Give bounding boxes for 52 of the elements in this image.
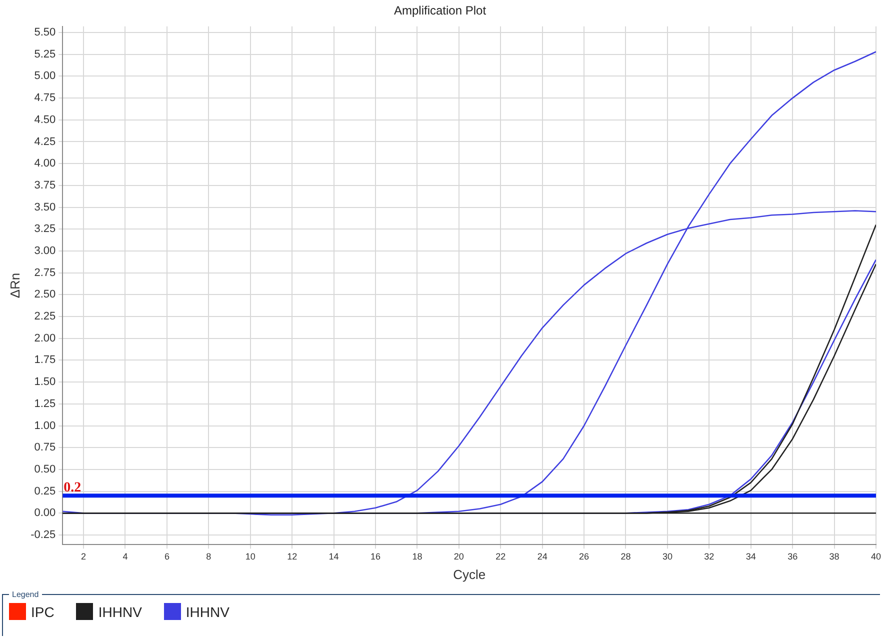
y-tick-label: 0.00	[34, 507, 56, 520]
y-tick-label: 1.25	[34, 398, 56, 410]
y-axis-title: ΔRn	[7, 272, 22, 298]
x-tick-label: 16	[370, 551, 380, 562]
x-tick-label: 26	[579, 551, 590, 562]
y-tick-label: 5.25	[34, 48, 56, 60]
x-tick-label: 30	[662, 551, 672, 562]
x-tick-label: 38	[829, 551, 840, 562]
y-tick-label: 1.00	[34, 420, 56, 432]
legend-label: IHHNV	[186, 604, 230, 620]
x-tick-label: 32	[704, 551, 714, 562]
x-tick-label: 12	[287, 551, 298, 562]
y-tick-label: 5.00	[34, 70, 56, 82]
x-tick-label: 34	[746, 551, 756, 562]
y-tick-label: 0.25	[34, 485, 56, 498]
x-tick-label: 10	[245, 551, 256, 562]
y-tick-label: 2.50	[34, 288, 56, 301]
y-tick-label: 5.50	[34, 26, 56, 39]
chart-title: Amplification Plot	[394, 4, 487, 18]
x-tick-label: 4	[122, 551, 128, 562]
y-tick-label: 1.75	[34, 354, 56, 366]
legend-title: Legend	[11, 590, 40, 599]
x-tick-label: 28	[620, 551, 631, 562]
x-tick-label: 40	[870, 551, 881, 562]
y-tick-label: 4.75	[34, 92, 56, 104]
y-tick-label: 0.75	[34, 442, 56, 454]
x-tick-label: 20	[454, 551, 464, 562]
x-tick-label: 36	[788, 551, 798, 562]
x-tick-label: 8	[206, 551, 212, 562]
x-tick-label: 6	[164, 551, 170, 562]
y-tick-label: 4.50	[34, 114, 56, 126]
y-tick-label: 2.25	[34, 310, 56, 323]
y-tick-label: 3.00	[34, 245, 56, 258]
x-tick-label: 22	[496, 551, 506, 562]
y-tick-label: 2.75	[34, 266, 56, 279]
y-tick-label: -0.25	[30, 529, 56, 542]
x-axis-title: Cycle	[453, 566, 486, 582]
legend-label: IPC	[31, 604, 54, 620]
legend-label: IHHNV	[98, 604, 142, 620]
x-tick-label: 18	[412, 551, 422, 562]
y-tick-label: 4.25	[34, 136, 56, 148]
y-tick-label: 3.50	[34, 201, 56, 214]
y-tick-label: 0.50	[34, 463, 56, 476]
y-tick-label: 3.25	[34, 223, 56, 236]
x-tick-label: 24	[537, 551, 548, 562]
y-tick-label: 3.75	[34, 179, 56, 192]
x-tick-label: 14	[328, 551, 339, 562]
y-tick-label: 1.50	[34, 376, 56, 388]
y-tick-label: 2.00	[34, 332, 56, 344]
x-tick-label: 2	[81, 551, 86, 562]
ref-line-label: 0.2	[64, 480, 82, 496]
y-tick-label: 4.00	[34, 158, 56, 170]
